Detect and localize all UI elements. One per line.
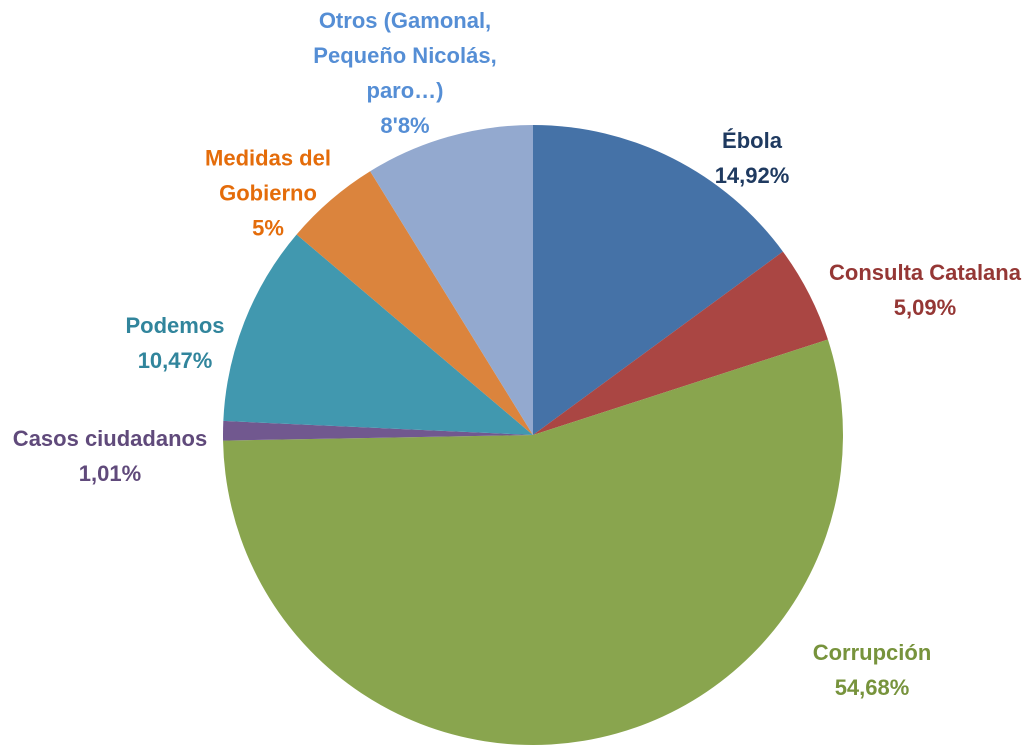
pie-slice <box>533 125 783 435</box>
pie-slice <box>370 125 533 435</box>
value-label: 5,09% <box>893 295 957 320</box>
category-label: Casos ciudadanos <box>12 426 208 451</box>
slice-label: Otros (Gamonal, Pequeño Nicolás, paro…) 8… <box>290 3 520 143</box>
category-label: Corrupción <box>812 640 932 665</box>
slice-label: Podemos 10,47% <box>125 308 224 378</box>
slice-label: Medidas del Gobierno 5% <box>188 141 348 246</box>
category-label: Consulta Catalana <box>829 260 1021 285</box>
slice-label: Ébola 14,92% <box>715 123 790 193</box>
pie-slice <box>533 251 828 435</box>
slice-label: Corrupción 54,68% <box>813 635 932 705</box>
category-label: Medidas del Gobierno <box>205 145 331 206</box>
value-label: 54,68% <box>834 675 910 700</box>
slice-label: Casos ciudadanos 1,01% <box>13 421 207 491</box>
pie-slice <box>222 420 533 441</box>
value-label: 10,47% <box>137 348 213 373</box>
pie-slice <box>223 339 844 746</box>
value-label: 8'8% <box>380 113 430 138</box>
category-label: Podemos <box>125 313 225 338</box>
pie-slice <box>296 171 533 435</box>
slice-label: Consulta Catalana 5,09% <box>829 255 1021 325</box>
category-label: Ébola <box>722 128 782 153</box>
category-label: Otros (Gamonal, Pequeño Nicolás, paro…) <box>313 8 497 103</box>
value-label: 5% <box>252 215 284 241</box>
value-label: 14,92% <box>714 163 790 188</box>
value-label: 1,01% <box>78 461 142 486</box>
pie-slice <box>223 234 533 435</box>
